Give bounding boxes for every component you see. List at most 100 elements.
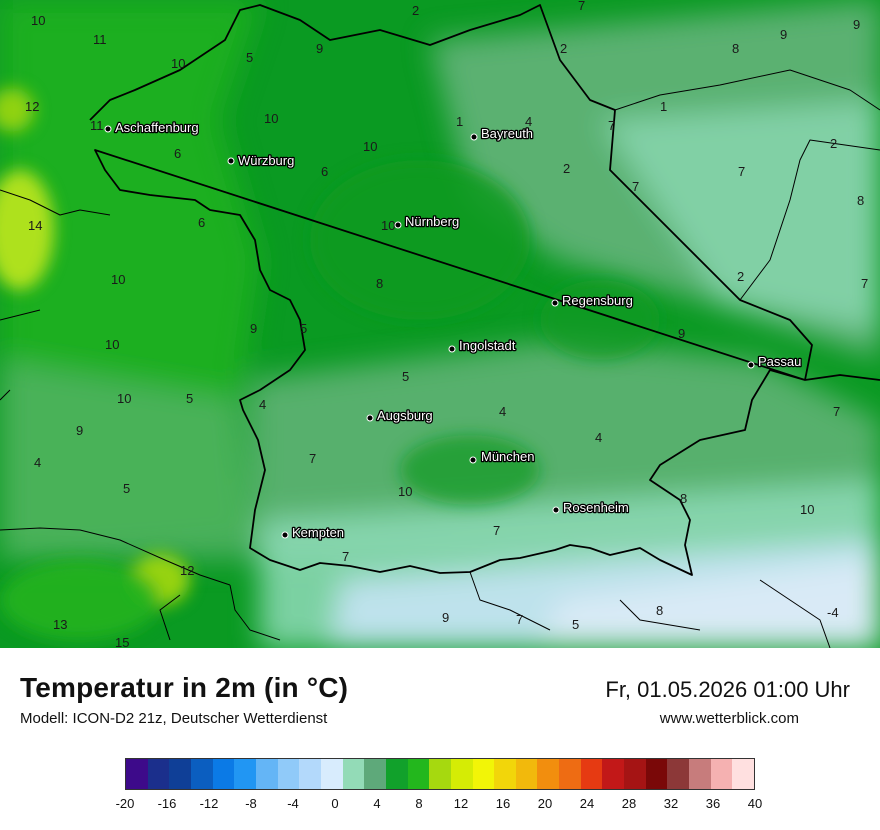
temp-label: 9 bbox=[678, 326, 685, 341]
scale-swatch bbox=[277, 759, 300, 789]
temp-label: 9 bbox=[76, 423, 83, 438]
model-info: Modell: ICON-D2 21z, Deutscher Wetterdie… bbox=[20, 710, 328, 727]
city-marker-bayreuth: Bayreuth bbox=[470, 125, 534, 142]
city-marker-ingolstadt: Ingolstadt bbox=[448, 337, 517, 354]
scale-tick-label: -16 bbox=[157, 796, 177, 811]
scale-swatch bbox=[624, 759, 646, 789]
temp-label: 2 bbox=[412, 3, 419, 18]
temp-label: 7 bbox=[738, 164, 745, 179]
scale-swatch bbox=[169, 759, 191, 789]
scale-tick-label: 12 bbox=[453, 796, 469, 811]
map-title: Temperatur in 2m (in °C) bbox=[20, 672, 349, 703]
city-marker-wuerzburg: Würzburg bbox=[227, 152, 296, 169]
temp-label: 9 bbox=[316, 41, 323, 56]
temp-label: 5 bbox=[246, 50, 253, 65]
temp-label: 7 bbox=[632, 179, 639, 194]
city-dot bbox=[366, 414, 374, 422]
website-link[interactable]: www.wetterblick.com bbox=[659, 710, 799, 727]
temp-label: 9 bbox=[853, 17, 860, 32]
scale-swatch bbox=[255, 759, 278, 789]
temp-label: 11 bbox=[90, 118, 104, 133]
temp-label: 6 bbox=[174, 146, 181, 161]
scale-tick-label: 4 bbox=[373, 796, 381, 811]
temp-label: 2 bbox=[830, 136, 837, 151]
temp-label: 7 bbox=[309, 451, 316, 466]
scale-swatch bbox=[234, 759, 256, 789]
scale-tick-label: 28 bbox=[621, 796, 637, 811]
city-dot bbox=[747, 361, 755, 369]
city-label-nuernberg: Nürnberg bbox=[405, 214, 459, 229]
temp-label: 5 bbox=[300, 321, 307, 336]
scale-swatch bbox=[147, 759, 170, 789]
temp-label: 10 bbox=[800, 502, 814, 517]
city-marker-muenchen: München bbox=[469, 448, 536, 465]
scale-swatch bbox=[580, 759, 603, 789]
temp-label: 2 bbox=[560, 41, 567, 56]
temp-label: 12 bbox=[180, 563, 194, 578]
temp-label: 15 bbox=[115, 635, 129, 648]
temp-label: 4 bbox=[595, 430, 602, 445]
city-label-kempten: Kempten bbox=[292, 525, 344, 540]
temperature-field bbox=[0, 0, 880, 648]
scale-swatch bbox=[515, 759, 538, 789]
temp-label: 7 bbox=[493, 523, 500, 538]
temp-label: 7 bbox=[578, 0, 585, 13]
city-label-passau: Passau bbox=[758, 354, 801, 369]
city-marker-regensburg: Regensburg bbox=[551, 292, 634, 309]
color-scale-ticks: -20 -16 -12 -8 -4 0 4 8 12 16 20 24 28 32 36 40 bbox=[0, 796, 880, 816]
city-marker-nuernberg: Nürnberg bbox=[394, 213, 461, 230]
scale-tick-label: -4 bbox=[287, 796, 299, 811]
scale-tick-label: -20 bbox=[115, 796, 135, 811]
temperature-labels: 10 11 12 11 6 10 14 10 10 9 4 5 9 10 5 1… bbox=[25, 0, 868, 648]
temp-label: 8 bbox=[732, 41, 739, 56]
city-dot bbox=[281, 531, 289, 539]
scale-swatch bbox=[299, 759, 321, 789]
temp-label: 14 bbox=[28, 218, 42, 233]
scale-tick-label: 16 bbox=[495, 796, 511, 811]
temperature-map[interactable]: 10 11 12 11 6 10 14 10 10 9 4 5 9 10 5 1… bbox=[0, 0, 880, 648]
temp-label: 7 bbox=[516, 612, 523, 627]
temp-label: 13 bbox=[53, 617, 67, 632]
city-marker-aschaffenburg: Aschaffenburg bbox=[104, 119, 200, 136]
scale-tick-label: 24 bbox=[579, 796, 595, 811]
scale-tick-label: 40 bbox=[747, 796, 763, 811]
city-markers: Aschaffenburg Würzburg Bayreuth Nürnberg… bbox=[104, 119, 803, 541]
city-label-rosenheim: Rosenheim bbox=[563, 500, 629, 515]
scale-swatch bbox=[342, 759, 365, 789]
scale-swatch bbox=[364, 759, 386, 789]
city-label-bayreuth: Bayreuth bbox=[481, 126, 533, 141]
border-lines bbox=[0, 4, 880, 648]
temp-label: 10 bbox=[363, 139, 377, 154]
temp-label: 11 bbox=[93, 32, 107, 47]
city-dot bbox=[448, 345, 456, 353]
scale-tick-label: -12 bbox=[199, 796, 219, 811]
scale-swatch bbox=[472, 759, 495, 789]
temp-label: 10 bbox=[105, 337, 119, 352]
temp-label: 10 bbox=[171, 56, 185, 71]
temp-label: 10 bbox=[398, 484, 412, 499]
scale-swatch bbox=[385, 759, 408, 789]
city-dot bbox=[394, 221, 402, 229]
scale-swatch bbox=[710, 759, 733, 789]
temp-label: 5 bbox=[186, 391, 193, 406]
temp-label: 9 bbox=[442, 610, 449, 625]
temp-label: -4 bbox=[827, 605, 839, 620]
scale-tick-label: -8 bbox=[245, 796, 257, 811]
temp-label: 10 bbox=[264, 111, 278, 126]
city-label-regensburg: Regensburg bbox=[562, 293, 633, 308]
map-footer bbox=[0, 648, 880, 830]
scale-tick-label: 0 bbox=[331, 796, 339, 811]
temp-label: 6 bbox=[198, 215, 205, 230]
scale-swatch bbox=[429, 759, 451, 789]
city-dot bbox=[470, 133, 478, 141]
city-dot bbox=[551, 299, 559, 307]
temp-label: 8 bbox=[656, 603, 663, 618]
temp-label: 8 bbox=[680, 491, 687, 506]
temp-label: 9 bbox=[780, 27, 787, 42]
scale-swatch bbox=[645, 759, 668, 789]
temp-label: 1 bbox=[456, 114, 463, 129]
city-dot bbox=[104, 125, 112, 133]
temp-label: 7 bbox=[342, 549, 349, 564]
scale-swatch bbox=[320, 759, 343, 789]
scale-tick-label: 20 bbox=[537, 796, 553, 811]
